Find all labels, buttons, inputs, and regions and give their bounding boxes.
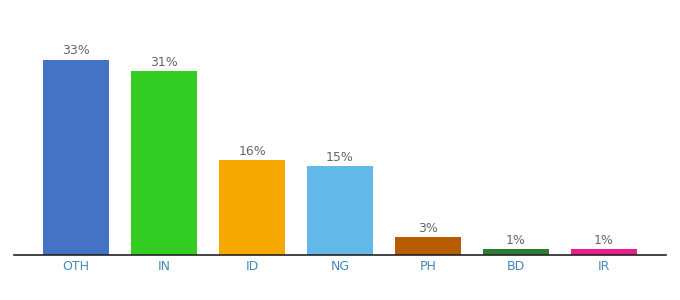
- Bar: [483, 249, 549, 255]
- Bar: [131, 71, 197, 255]
- Bar: [44, 60, 109, 255]
- Bar: [571, 249, 636, 255]
- Text: 3%: 3%: [418, 222, 438, 235]
- Text: 33%: 33%: [63, 44, 90, 57]
- Text: 16%: 16%: [238, 145, 266, 158]
- Text: 15%: 15%: [326, 151, 354, 164]
- Text: 1%: 1%: [594, 234, 613, 247]
- Text: 31%: 31%: [150, 56, 178, 69]
- Bar: [395, 237, 461, 255]
- Text: 1%: 1%: [506, 234, 526, 247]
- Bar: [307, 166, 373, 255]
- Bar: [219, 160, 285, 255]
